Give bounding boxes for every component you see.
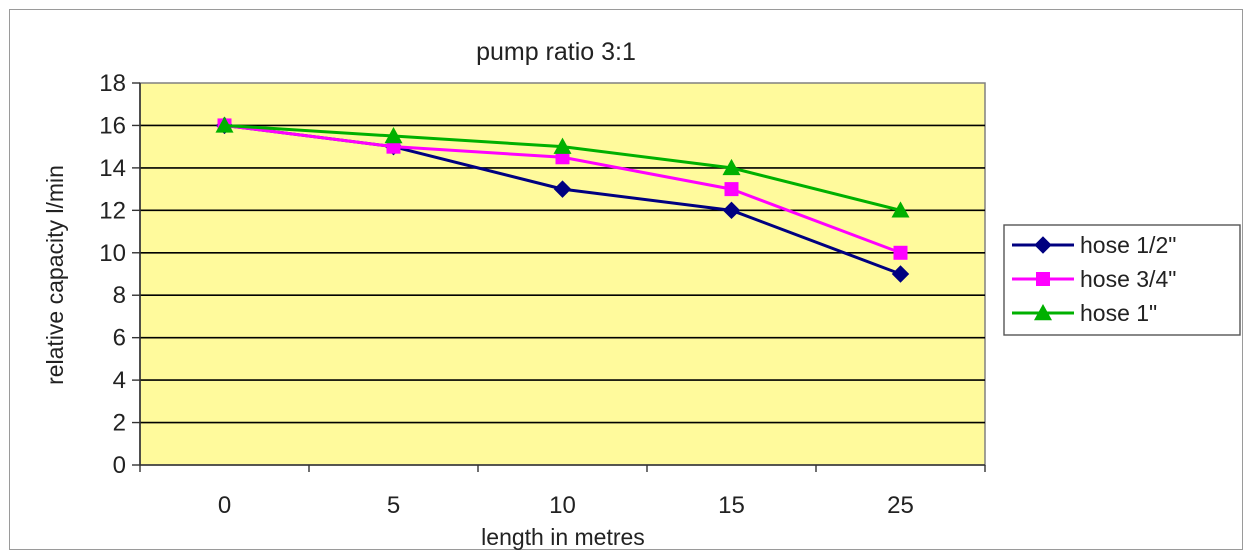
y-tick-label: 0: [113, 452, 126, 479]
y-tick-label: 10: [99, 240, 126, 267]
legend-label: hose 3/4": [1080, 266, 1176, 292]
data-point: [724, 182, 739, 197]
series-3: [215, 116, 910, 218]
data-point: [891, 201, 910, 218]
data-point: [553, 180, 572, 198]
series-group: [215, 116, 910, 283]
y-tick-label: 16: [99, 112, 126, 139]
labels: pump ratio 3:1 length in metres relative…: [42, 38, 645, 550]
legend-swatch-marker: [1034, 236, 1052, 254]
x-tick-label: 15: [718, 492, 745, 519]
legend-entry: hose 1/2": [1012, 232, 1176, 258]
x-tick-label: 5: [387, 492, 400, 519]
data-point: [722, 201, 741, 220]
axes: 0 2 4 6 8 10 12 14 16 18 0 5 10 15 25: [99, 70, 986, 519]
legend-entry: hose 1": [1012, 300, 1157, 326]
y-tick-label: 6: [113, 325, 126, 352]
data-point: [722, 158, 741, 176]
legend-label: hose 1": [1080, 300, 1157, 326]
x-tick-label: 25: [887, 492, 914, 519]
y-tick-label: 14: [99, 155, 126, 182]
legend-swatch-marker: [1034, 304, 1052, 321]
y-axis-label: relative capacity l/min: [42, 165, 68, 385]
data-point: [893, 245, 908, 260]
legend: hose 1/2" hose 3/4" hose 1": [1003, 224, 1241, 336]
data-point: [215, 116, 234, 133]
data-point: [384, 127, 403, 144]
y-tick-label: 8: [113, 282, 126, 309]
x-tick-label: 0: [218, 492, 231, 519]
y-tick-label: 4: [113, 367, 126, 394]
x-tick-label: 10: [549, 492, 576, 519]
legend-swatch-marker: [1036, 272, 1050, 286]
chart-title: pump ratio 3:1: [476, 38, 636, 66]
y-tick-label: 12: [99, 197, 126, 224]
legend-label: hose 1/2": [1080, 232, 1176, 258]
y-tick-label: 18: [99, 70, 126, 97]
legend-entry: hose 3/4": [1012, 266, 1176, 292]
data-point: [553, 137, 572, 154]
data-point: [891, 265, 910, 283]
x-axis-label: length in metres: [481, 524, 645, 550]
y-tick-label: 2: [113, 410, 126, 437]
